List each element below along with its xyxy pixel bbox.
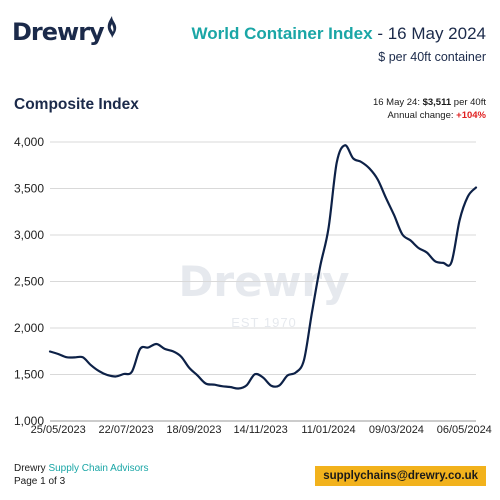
footer-division: Supply Chain Advisors: [48, 463, 149, 474]
footer-page: Page 1 of 3: [14, 476, 66, 487]
y-tick-label: 3,000: [14, 228, 44, 242]
info-line1-prefix: 16 May 24:: [372, 97, 423, 108]
info-line1-suffix: per 40ft: [451, 97, 486, 108]
y-tick-label: 4,000: [14, 135, 44, 149]
header-title: World Container Index - 16 May 2024: [192, 24, 486, 44]
x-tick-label: 06/05/2024: [437, 424, 492, 436]
y-tick-label: 3,500: [14, 182, 44, 196]
y-tick-label: 1,000: [14, 414, 44, 428]
y-tick-label: 1,500: [14, 368, 44, 382]
watermark-est: EST 1970: [231, 315, 297, 330]
series-line-composite-index: [48, 144, 478, 390]
info-box: 16 May 24: $3,511 per 40ft Annual change…: [373, 96, 486, 122]
logo-text: Drewry: [12, 18, 105, 46]
info-line-1: 16 May 24: $3,511 per 40ft: [373, 96, 486, 109]
x-tick-label: 22/07/2023: [99, 424, 154, 436]
x-tick-label: 18/09/2023: [166, 424, 221, 436]
footer-company-line: Drewry Supply Chain Advisors: [14, 462, 149, 475]
x-tick-label: 14/11/2023: [234, 424, 288, 436]
footer-left: Drewry Supply Chain Advisors Page 1 of 3: [14, 462, 149, 488]
header-subtitle: $ per 40ft container: [378, 50, 486, 64]
header-title-accent: World Container Index: [191, 24, 373, 43]
x-tick-label: 11/01/2024: [301, 424, 355, 436]
email-link[interactable]: supplychains@drewry.co.uk: [315, 466, 486, 486]
x-tick-label: 25/05/2023: [31, 424, 86, 436]
chart-title: Composite Index: [14, 96, 139, 113]
footer-company: Drewry: [14, 463, 49, 474]
info-line2-prefix: Annual change:: [387, 110, 457, 121]
x-tick-label: 09/03/2024: [369, 424, 424, 436]
drewry-logo: Drewry: [12, 16, 119, 46]
info-line-2: Annual change: +104%: [373, 109, 486, 122]
flame-icon: [107, 16, 116, 38]
y-tick-label: 2,500: [14, 275, 44, 289]
y-tick-label: 2,000: [14, 321, 44, 335]
latest-value: $3,511: [422, 97, 452, 108]
header-title-date: - 16 May 2024: [372, 24, 486, 43]
annual-change-value: +104%: [456, 110, 486, 121]
